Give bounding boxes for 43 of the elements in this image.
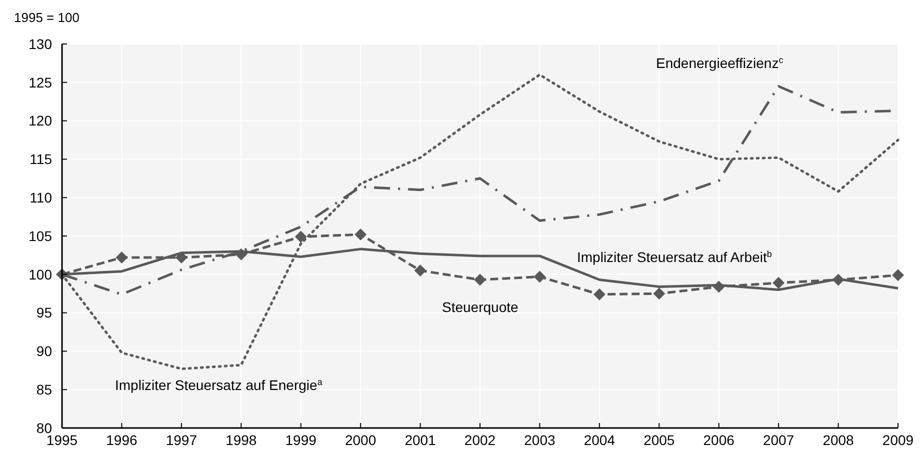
x-tick-label: 1996 (106, 432, 138, 448)
x-tick-label: 2003 (524, 432, 556, 448)
point (593, 288, 606, 300)
point (712, 280, 725, 293)
series-label: Impliziter Steuersatz auf Energie$^{a}$ (115, 377, 322, 393)
x-tick-label: 2001 (404, 432, 436, 448)
y-tick-label: 120 (28, 112, 52, 129)
point (175, 252, 188, 264)
point (892, 269, 904, 282)
y-tick-label: 105 (28, 228, 52, 244)
point (116, 252, 128, 264)
x-tick-label: 2008 (822, 432, 854, 448)
x-tick-label: 2007 (762, 432, 794, 448)
x-tick-label: 1999 (285, 432, 317, 448)
point (832, 274, 844, 286)
series-label: Impliziter Steuersatz auf Arbeit$^{b}$ (577, 249, 772, 265)
point (414, 264, 426, 277)
y-axis-title: 1995 = 100 (14, 10, 80, 25)
point (294, 230, 307, 243)
x-tick-label: 2002 (464, 432, 496, 448)
x-tick-label: 2004 (584, 432, 616, 448)
series-label: Endenergieeffizienz$^{c}$ (656, 55, 784, 71)
y-tick-label: 95 (36, 304, 52, 321)
x-tick-label: 1997 (166, 432, 198, 448)
y-tick-label: 130 (28, 36, 52, 52)
point (235, 248, 248, 260)
x-tick-label: 2009 (882, 432, 914, 448)
point (534, 270, 546, 283)
point (772, 276, 785, 289)
x-tick-label: 2006 (703, 432, 735, 448)
point (474, 274, 486, 286)
x-tick-label: 2005 (644, 432, 675, 448)
series-label: Steuerquote (442, 299, 518, 315)
y-tick-label: 85 (36, 382, 52, 398)
point (354, 228, 367, 240)
y-tick-label: 100 (28, 266, 52, 282)
x-tick-label: 1998 (226, 432, 257, 448)
y-tick-label: 110 (30, 190, 52, 206)
x-tick-label: 2000 (344, 432, 376, 448)
y-tick-label: 125 (28, 74, 52, 90)
point (653, 288, 666, 300)
y-tick-label: 90 (36, 343, 52, 360)
y-tick-label: 115 (30, 151, 52, 168)
